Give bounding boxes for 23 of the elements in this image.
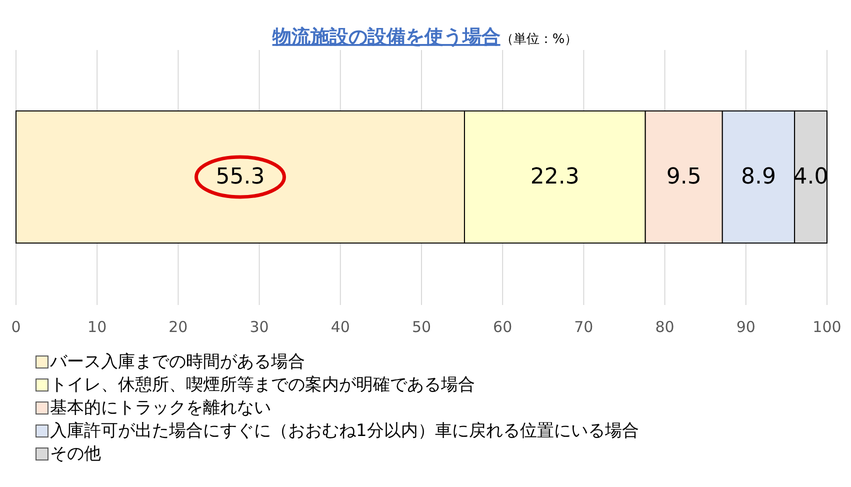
legend-label: トイレ、休憩所、喫煙所等までの案内が明確である場合 — [50, 375, 475, 395]
x-tick-label: 0 — [11, 318, 21, 336]
data-label: 9.5 — [666, 164, 702, 190]
chart-subtitle: （単位：%） — [500, 32, 578, 47]
chart-title: 物流施設の設備を使う場合 — [271, 26, 500, 48]
legend-label: 基本的にトラックを離れない — [50, 398, 271, 418]
data-label: 22.3 — [530, 164, 580, 190]
legend-label: バース入庫までの時間がある場合 — [49, 352, 305, 372]
x-tick-label: 80 — [655, 318, 674, 336]
data-label: 55.3 — [216, 164, 265, 190]
x-tick-label: 30 — [250, 318, 269, 336]
x-tick-label: 50 — [412, 318, 432, 336]
x-tick-label: 100 — [812, 318, 842, 336]
x-tick-label: 70 — [574, 318, 594, 336]
x-tick-label: 40 — [330, 318, 350, 336]
legend-label: 入庫許可が出た場合にすぐに（おおむね1分以内）車に戻れる位置にいる場合 — [50, 421, 639, 441]
x-tick-label: 90 — [736, 318, 756, 336]
data-label: 4.0 — [793, 164, 828, 190]
x-tick-label: 20 — [168, 318, 188, 336]
x-tick-label: 10 — [88, 318, 107, 336]
x-tick-label: 60 — [493, 318, 512, 336]
data-label: 8.9 — [740, 164, 776, 190]
legend-label: その他 — [50, 444, 101, 464]
